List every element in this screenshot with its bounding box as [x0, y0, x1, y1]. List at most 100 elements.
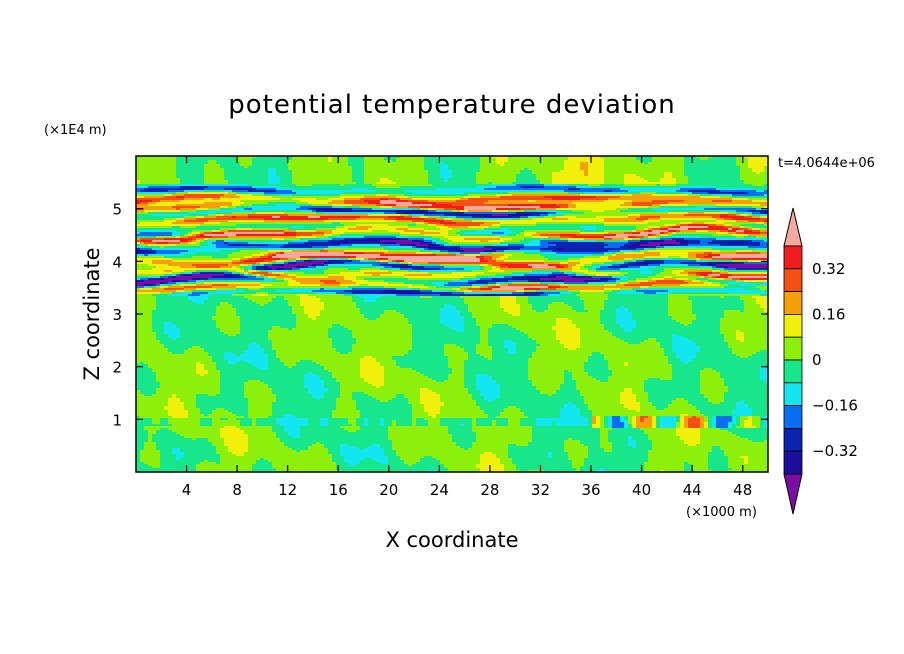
contour-cell: [700, 266, 713, 269]
contour-cell: [472, 284, 485, 287]
contour-cell: [228, 334, 237, 337]
contour-cell: [700, 274, 709, 277]
contour-cell: [508, 446, 565, 449]
contour-cell: [160, 418, 169, 421]
contour-cell: [256, 262, 261, 265]
contour-cell: [356, 422, 365, 425]
contour-cell: [580, 346, 661, 349]
contour-cell: [472, 220, 605, 223]
contour-cell: [628, 444, 637, 447]
contour-cell: [216, 326, 241, 329]
contour-cell: [464, 386, 477, 389]
contour-cell: [632, 438, 649, 441]
contour-cell: [592, 422, 597, 425]
colorbar: [783, 207, 803, 515]
contour-cell: [260, 304, 265, 307]
contour-cell: [340, 426, 361, 429]
contour-cell: [760, 244, 768, 247]
contour-cell: [524, 234, 533, 237]
contour-cell: [312, 360, 361, 363]
contour-cell: [504, 470, 521, 472]
contour-cell: [488, 226, 501, 229]
contour-cell: [388, 262, 397, 265]
contour-cell: [616, 336, 673, 339]
contour-cell: [700, 418, 705, 421]
contour-cell: [364, 180, 381, 183]
contour-cell: [684, 168, 741, 171]
contour-cell: [716, 422, 729, 425]
contour-cell: [724, 382, 768, 385]
contour-cell: [368, 420, 381, 423]
contour-cell: [472, 312, 509, 315]
contour-cell: [696, 356, 741, 359]
contour-cell: [252, 418, 257, 421]
contour-cell: [248, 270, 257, 273]
contour-cell: [188, 416, 245, 419]
contour-cell: [756, 222, 765, 225]
contour-cell: [684, 422, 689, 425]
contour-cell: [208, 354, 225, 357]
contour-cell: [280, 440, 393, 443]
contour-cell: [136, 168, 177, 171]
contour-cell: [608, 278, 617, 281]
contour-cell: [620, 246, 629, 249]
contour-cell: [604, 164, 685, 167]
contour-cell: [348, 328, 413, 331]
contour-cell: [148, 438, 153, 441]
contour-cell: [180, 280, 189, 283]
contour-cell: [576, 382, 645, 385]
contour-cell: [176, 338, 269, 341]
contour-cell: [572, 376, 593, 379]
contour-cell: [636, 242, 649, 245]
contour-cell: [292, 268, 301, 271]
contour-cell: [460, 346, 477, 349]
contour-cell: [580, 164, 589, 167]
contour-cell: [604, 262, 617, 265]
contour-cell: [308, 316, 317, 319]
contour-cell: [380, 462, 389, 465]
contour-cell: [440, 176, 453, 179]
contour-cell: [584, 366, 609, 369]
contour-cell: [452, 210, 461, 213]
contour-cell: [148, 276, 161, 279]
contour-cell: [544, 310, 577, 313]
contour-cell: [708, 424, 713, 427]
contour-cell: [500, 458, 513, 461]
contour-cell: [296, 234, 313, 237]
contour-cell: [736, 334, 745, 337]
contour-cell: [208, 238, 273, 241]
contour-cell: [364, 378, 385, 381]
contour-cell: [300, 436, 389, 439]
contour-cell: [148, 264, 169, 267]
contour-cell: [504, 232, 513, 235]
contour-cell: [676, 352, 697, 355]
contour-cell: [232, 212, 257, 215]
contour-cell: [308, 266, 317, 269]
contour-cell: [540, 254, 557, 257]
contour-cell: [572, 268, 581, 271]
contour-cell: [220, 380, 249, 383]
contour-cell: [276, 354, 405, 357]
contour-cell: [728, 462, 745, 465]
contour-cell: [536, 176, 553, 179]
contour-cell: [700, 378, 725, 381]
contour-cell: [136, 356, 213, 359]
contour-cell: [328, 268, 349, 271]
contour-cell: [216, 462, 221, 465]
contour-cell: [628, 246, 649, 249]
contour-cell: [700, 380, 725, 383]
contour-cell: [740, 298, 757, 301]
contour-cell: [364, 380, 385, 383]
contour-cell: [708, 274, 721, 277]
contour-cell: [752, 420, 761, 423]
contour-cell: [408, 196, 465, 199]
contour-cell: [160, 342, 253, 345]
contour-cell: [744, 420, 753, 423]
contour-cell: [668, 212, 689, 215]
contour-cell: [264, 260, 273, 263]
contour-cell: [388, 260, 393, 263]
contour-cell: [520, 308, 533, 311]
contour-cell: [296, 362, 317, 365]
contour-cell: [276, 432, 289, 435]
contour-cell: [364, 162, 425, 165]
